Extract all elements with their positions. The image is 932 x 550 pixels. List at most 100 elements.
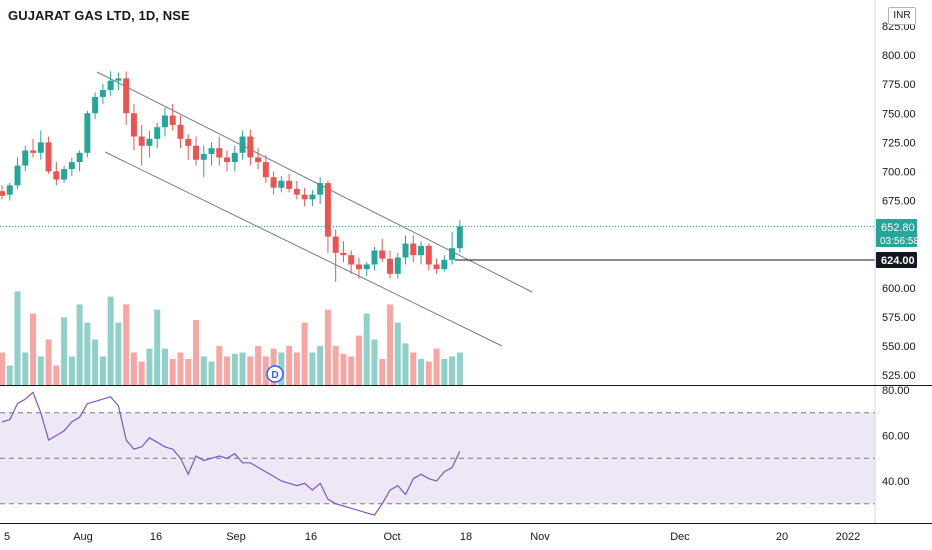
candle-body (324, 183, 331, 237)
volume-bar (301, 322, 308, 385)
candle-body (340, 252, 347, 256)
volume-bar (161, 348, 168, 385)
channel-lower-line (104, 151, 503, 347)
volume-bar (208, 361, 215, 385)
time-tick-label: 18 (460, 531, 472, 543)
candle-body (216, 148, 223, 158)
volume-bar (193, 320, 199, 385)
volume-bar (371, 339, 378, 385)
time-tick-label: Dec (670, 531, 690, 543)
volume-bar (410, 352, 417, 385)
volume-bar (84, 322, 91, 385)
volume-bar (0, 352, 5, 385)
volume-bar (30, 313, 37, 385)
level-label: 624.00 (881, 255, 915, 267)
candle-body (278, 180, 285, 188)
candle-body (255, 157, 262, 163)
volume-bar (433, 348, 440, 385)
candle-body (387, 258, 393, 274)
volume-bar (340, 353, 347, 385)
candle-body (14, 165, 21, 186)
currency-badge[interactable]: INR (888, 7, 916, 25)
price-tick-label: 550.00 (882, 341, 916, 353)
rsi-tick-label: 40.00 (882, 476, 910, 488)
volume-bar (247, 356, 254, 385)
volume-bar (130, 352, 137, 385)
candle-body (6, 185, 13, 195)
candle-body (293, 188, 300, 195)
volume-bar (37, 356, 44, 385)
candle-body (177, 124, 184, 139)
candles (0, 71, 463, 282)
candle-body (169, 115, 176, 125)
price-tick-label: 600.00 (882, 283, 916, 295)
volume-bar (68, 356, 75, 385)
time-tick-label: 5 (4, 531, 10, 543)
price-tick-label: 700.00 (882, 166, 916, 178)
candle-body (154, 127, 161, 139)
volume-bar (6, 365, 13, 385)
volume-bar (286, 346, 293, 385)
candle-body (146, 138, 153, 146)
volume-bar (239, 352, 246, 385)
candle-body (270, 177, 277, 188)
volume-bar (61, 317, 68, 385)
price-tick-label: 775.00 (882, 79, 916, 91)
price-tick-label: 725.00 (882, 137, 916, 149)
rsi-band (0, 412, 875, 504)
volume-bar (146, 348, 153, 385)
candle-body (363, 264, 370, 270)
dividend-marker-label: D (271, 370, 278, 381)
volume-bar (449, 356, 456, 385)
volume-bar (231, 353, 238, 385)
price-axis[interactable]: 825.00800.00775.00750.00725.00700.00675.… (882, 21, 916, 382)
time-tick-label: 20 (776, 531, 788, 543)
candle-body (22, 150, 29, 166)
volume-bar (76, 304, 83, 385)
dividend-marker-icon[interactable] (266, 365, 284, 383)
trend-channel[interactable] (96, 71, 533, 347)
time-tick-label: 16 (150, 531, 162, 543)
candle-body (107, 80, 114, 90)
candle-body (76, 152, 83, 163)
candle-body (123, 78, 130, 114)
candle-body (30, 150, 37, 153)
candle-body (37, 142, 44, 153)
volume-bar (425, 361, 432, 385)
rsi-axis[interactable]: 80.00 60.00 40.00 (882, 385, 910, 488)
time-axis[interactable]: 5 Aug 16 Sep 16 Oct 18 Nov Dec 20 2022 (4, 531, 860, 543)
symbol-title[interactable]: GUJARAT GAS LTD, 1D, NSE (8, 8, 190, 23)
volume-bar (169, 359, 176, 385)
last-price-label: 652.80 (881, 222, 915, 234)
candle-body (402, 243, 409, 258)
candle-body (200, 153, 207, 160)
volume-bar (387, 304, 393, 385)
volume-bar (324, 309, 331, 385)
candle-body (433, 264, 440, 270)
volume-bar (185, 359, 192, 385)
candle-body (231, 152, 238, 163)
volume-bar (262, 356, 269, 385)
candle-body (317, 183, 324, 195)
volume-bar (355, 335, 362, 385)
volume-bar (363, 313, 370, 385)
volume-bar (379, 359, 386, 385)
candle-body (371, 250, 378, 265)
volume-bar (402, 343, 409, 385)
rsi-tick-label: 80.00 (882, 385, 910, 397)
candle-body (441, 259, 448, 270)
candle-body (456, 226, 463, 249)
volume-bar (138, 361, 145, 385)
volume-bar (99, 356, 106, 385)
price-tick-label: 750.00 (882, 108, 916, 120)
volume-bar (154, 309, 161, 385)
candle-body (185, 138, 192, 146)
candle-body (115, 78, 122, 81)
volume-bar (123, 304, 130, 385)
volume-bar (216, 346, 223, 385)
volume-bar (53, 365, 60, 385)
rsi-guides (0, 412, 875, 505)
volume-bar (293, 352, 300, 385)
candle-body (410, 243, 417, 256)
